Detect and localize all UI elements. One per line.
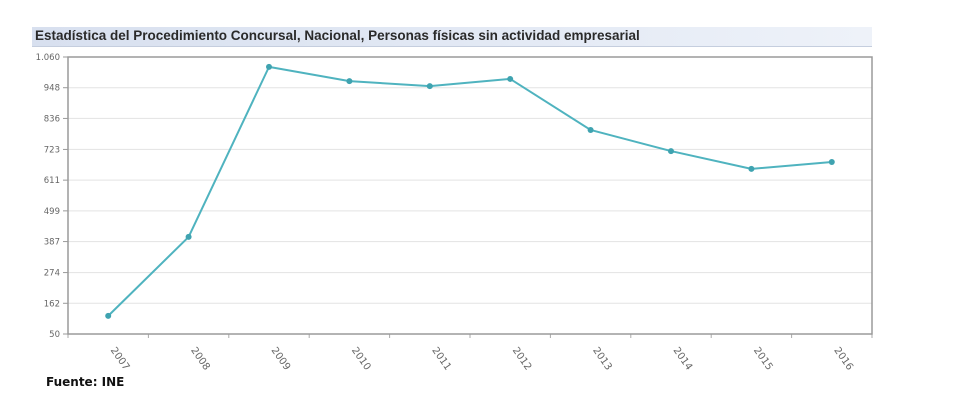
data-point (426, 83, 433, 90)
x-tick-label: 2008 (188, 345, 212, 372)
series-line (107, 65, 832, 317)
data-point (105, 312, 112, 319)
plot-frame (67, 56, 873, 335)
data-point (828, 159, 835, 166)
y-axis: 50 162 274 387 499 611 723 836 948 1.060 (36, 53, 68, 340)
x-axis: 2007 2008 2009 2010 2011 2012 2013 2014 2015 2016 (67, 334, 873, 373)
data-point (266, 63, 272, 70)
x-tick-label: 2007 (108, 345, 132, 372)
y-tick-label: 611 (44, 176, 60, 186)
x-tick-label: 2014 (671, 345, 695, 372)
y-tick-label: 1.060 (36, 53, 60, 63)
y-tick-label: 50 (49, 330, 60, 340)
data-point (507, 75, 514, 82)
chart-title: Estadística del Procedimiento Concursal,… (35, 28, 640, 43)
data-point (668, 148, 674, 155)
x-tick-label: 2010 (349, 345, 373, 372)
source-label: Fuente: INE (46, 375, 125, 389)
chart-title-bar: Estadística del Procedimiento Concursal,… (32, 27, 872, 47)
y-tick-label: 499 (44, 207, 60, 217)
x-tick-label: 2009 (269, 345, 293, 372)
y-tick-label: 162 (44, 299, 60, 309)
series-layer (105, 63, 835, 319)
x-tick-label: 2011 (429, 345, 453, 372)
x-tick-label: 2016 (831, 345, 855, 372)
x-tick-label: 2013 (590, 345, 614, 372)
data-point (185, 233, 192, 240)
data-point (587, 126, 594, 133)
y-tick-label: 274 (44, 269, 60, 279)
data-point (748, 165, 755, 172)
data-point (346, 78, 353, 85)
gridlines (68, 87, 872, 304)
y-tick-label: 836 (44, 114, 60, 124)
x-tick-label: 2012 (510, 345, 534, 372)
y-tick-label: 948 (44, 84, 60, 94)
x-tick-label: 2015 (751, 345, 775, 372)
y-tick-label: 387 (44, 238, 60, 248)
y-tick-label: 723 (44, 145, 60, 155)
